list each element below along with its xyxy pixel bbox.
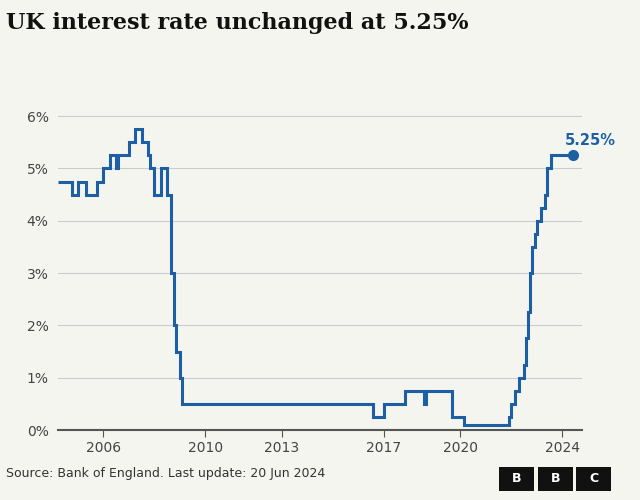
Text: UK interest rate unchanged at 5.25%: UK interest rate unchanged at 5.25%	[6, 12, 469, 34]
Text: B: B	[550, 472, 560, 486]
Text: Source: Bank of England. Last update: 20 Jun 2024: Source: Bank of England. Last update: 20…	[6, 467, 326, 480]
Text: 5.25%: 5.25%	[565, 133, 616, 148]
Text: B: B	[512, 472, 522, 486]
Text: C: C	[589, 472, 598, 486]
